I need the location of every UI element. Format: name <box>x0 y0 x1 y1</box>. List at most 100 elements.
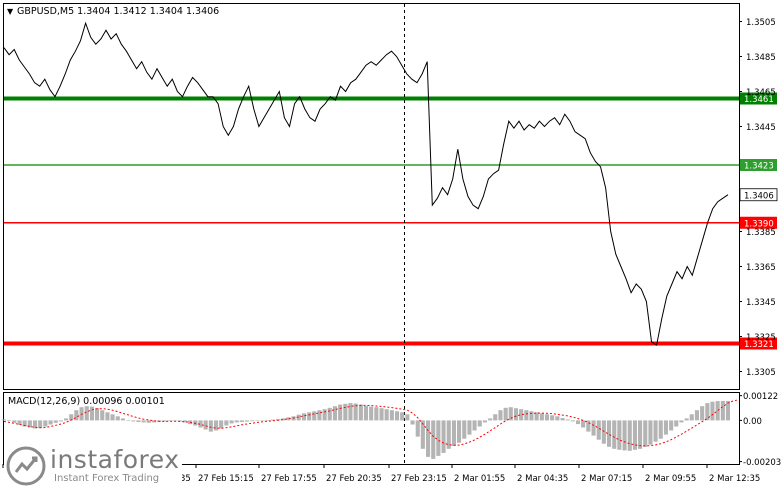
macd-hist-bar <box>312 411 317 421</box>
macd-hist-bar <box>27 420 32 428</box>
macd-hist-bar <box>208 420 213 432</box>
time-tick-label: 2 Mar 07:15 <box>581 474 632 484</box>
time-tick-label: 27 Feb 23:15 <box>391 474 447 484</box>
macd-histogram <box>1 400 730 459</box>
macd-hist-bar <box>689 414 694 421</box>
price-level-label: 1.3321 <box>744 340 774 350</box>
macd-hist-bar <box>348 403 353 421</box>
macd-hist-bar <box>322 409 327 421</box>
macd-hist-bar <box>224 420 229 426</box>
instaforex-logo: instaforex Instant Forex Trading <box>4 444 182 488</box>
macd-hist-bar <box>498 410 503 421</box>
macd-hist-bar <box>622 420 627 451</box>
macd-hist-bar <box>281 418 286 421</box>
macd-tick-label: 0.00122 <box>743 392 778 402</box>
macd-hist-bar <box>684 418 689 421</box>
macd-hist-bar <box>550 415 555 421</box>
macd-hist-bar <box>58 420 63 422</box>
macd-hist-bar <box>182 420 187 423</box>
price-tick-label: 1.3505 <box>746 18 776 28</box>
macd-hist-bar <box>265 420 270 421</box>
macd-hist-bar <box>120 418 125 421</box>
macd-hist-bar <box>570 420 575 422</box>
macd-hist-bar <box>245 420 250 422</box>
macd-hist-bar <box>177 420 182 422</box>
macd-hist-bar <box>89 406 94 421</box>
macd-hist-bar <box>338 404 343 421</box>
macd-hist-bar <box>214 420 219 431</box>
macd-hist-bar <box>508 407 513 421</box>
macd-hist-bar <box>638 420 643 449</box>
macd-hist-bar <box>167 420 172 421</box>
macd-tick-label: 0.00 <box>743 417 762 427</box>
price-series-line <box>3 21 729 347</box>
price-level-tag <box>740 337 777 350</box>
macd-hist-bar <box>301 413 306 421</box>
macd-hist-bar <box>663 420 668 435</box>
price-level-tag <box>740 216 777 229</box>
price-tick-label: 1.3345 <box>746 298 776 308</box>
macd-hist-bar <box>534 412 539 421</box>
time-tick-label: 2 Mar 09:55 <box>645 474 696 484</box>
price-level-label: 1.3423 <box>744 162 774 172</box>
macd-hist-bar <box>353 403 358 421</box>
macd-hist-bar <box>705 403 710 421</box>
macd-hist-bar <box>700 406 705 421</box>
macd-hist-bar <box>725 400 730 421</box>
macd-hist-bar <box>234 420 239 423</box>
macd-title: MACD(12,26,9) 0.00096 0.00101 <box>8 396 165 407</box>
macd-hist-bar <box>493 414 498 421</box>
macd-hist-bar <box>710 401 715 421</box>
macd-hist-bar <box>400 412 405 421</box>
macd-hist-bar <box>219 420 224 429</box>
macd-hist-bar <box>627 420 632 451</box>
macd-hist-bar <box>446 420 451 449</box>
macd-hist-bar <box>343 403 348 421</box>
macd-hist-bar <box>529 411 534 421</box>
macd-hist-bar <box>363 405 368 421</box>
macd-hist-bar <box>369 406 374 421</box>
macd-hist-bar <box>555 416 560 421</box>
macd-hist-bar <box>74 410 79 421</box>
macd-hist-bar <box>436 420 441 456</box>
time-tick-label: 2 Mar 04:35 <box>517 474 568 484</box>
macd-hist-bar <box>296 414 301 421</box>
macd-hist-bar <box>317 410 322 421</box>
price-levels <box>4 96 739 346</box>
macd-hist-bar <box>560 418 565 421</box>
macd-hist-bar <box>255 420 260 421</box>
macd-hist-bar <box>482 420 487 423</box>
macd-hist-bar <box>95 408 100 421</box>
price-level-tag <box>740 92 777 105</box>
macd-hist-bar <box>591 420 596 436</box>
macd-hist-bar <box>332 406 337 421</box>
dropdown-arrow-icon[interactable]: ▼ <box>7 7 14 16</box>
price-level-label: 1.3390 <box>744 219 774 229</box>
time-tick-label: 27 Feb 15:15 <box>198 474 254 484</box>
macd-hist-bar <box>358 404 363 421</box>
macd-hist-bar <box>389 410 394 421</box>
macd-hist-bar <box>33 420 38 429</box>
macd-hist-bar <box>462 420 467 439</box>
macd-hist-bar <box>22 420 27 427</box>
macd-hist-bar <box>674 420 679 427</box>
macd-hist-bar <box>513 408 518 421</box>
macd-hist-bar <box>524 410 529 421</box>
macd-hist-bar <box>151 420 156 423</box>
macd-hist-bar <box>457 420 462 443</box>
macd-hist-bar <box>612 420 617 449</box>
macd-hist-bar <box>229 420 234 424</box>
macd-hist-bar <box>43 420 48 427</box>
macd-hist-bar <box>172 420 177 421</box>
macd-hist-bar <box>239 420 244 422</box>
macd-hist-bar <box>648 420 653 445</box>
price-panel-frame <box>3 3 740 390</box>
macd-hist-bar <box>632 420 637 450</box>
brand-name: instaforex <box>50 445 180 474</box>
macd-hist-bar <box>441 420 446 453</box>
macd-hist-bar <box>451 420 456 446</box>
time-tick-label: 2 Mar 12:35 <box>709 474 760 484</box>
macd-hist-bar <box>405 414 410 421</box>
symbol-header: GBPUSD,M5 1.3404 1.3412 1.3404 1.3406 <box>17 6 219 17</box>
time-tick-label: 27 Feb 20:35 <box>326 474 382 484</box>
